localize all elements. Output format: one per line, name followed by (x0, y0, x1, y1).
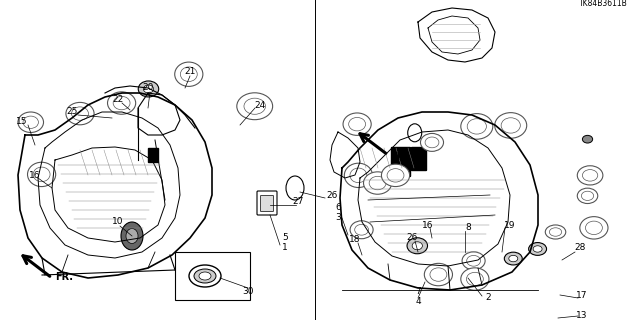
Ellipse shape (549, 228, 562, 236)
Bar (148, 148, 158, 162)
Ellipse shape (430, 268, 447, 281)
Ellipse shape (461, 268, 489, 290)
Ellipse shape (113, 96, 130, 110)
Text: 8: 8 (465, 223, 471, 233)
Ellipse shape (18, 112, 44, 132)
Ellipse shape (344, 163, 372, 188)
Ellipse shape (462, 252, 485, 270)
Ellipse shape (121, 222, 143, 250)
Ellipse shape (461, 114, 493, 139)
Text: 6: 6 (335, 204, 341, 212)
Text: 19: 19 (504, 220, 516, 229)
Ellipse shape (286, 176, 304, 200)
Ellipse shape (138, 81, 159, 97)
Ellipse shape (580, 217, 608, 239)
Ellipse shape (143, 85, 154, 93)
Text: 30: 30 (243, 287, 253, 297)
Ellipse shape (408, 124, 422, 142)
Text: 16: 16 (422, 220, 434, 229)
Ellipse shape (387, 169, 404, 182)
Ellipse shape (189, 265, 221, 287)
Bar (175, 252, 250, 300)
Ellipse shape (495, 113, 527, 138)
Ellipse shape (501, 118, 520, 133)
Ellipse shape (467, 255, 481, 266)
FancyBboxPatch shape (260, 196, 273, 212)
Ellipse shape (364, 172, 392, 194)
Ellipse shape (180, 67, 197, 82)
Ellipse shape (467, 272, 483, 286)
Text: 1: 1 (282, 244, 288, 252)
Text: 20: 20 (142, 84, 154, 92)
Ellipse shape (504, 252, 522, 265)
Text: 18: 18 (349, 236, 361, 244)
Ellipse shape (23, 116, 38, 128)
Ellipse shape (199, 272, 211, 280)
Text: FR.: FR. (390, 152, 408, 162)
Ellipse shape (412, 242, 422, 250)
Text: 25: 25 (67, 108, 77, 116)
Ellipse shape (581, 191, 594, 200)
Ellipse shape (533, 246, 542, 252)
Text: 24: 24 (254, 101, 266, 110)
FancyBboxPatch shape (412, 148, 426, 171)
Ellipse shape (424, 263, 452, 286)
Ellipse shape (28, 162, 56, 187)
Ellipse shape (244, 98, 266, 114)
Ellipse shape (420, 133, 444, 151)
Ellipse shape (355, 224, 369, 235)
Ellipse shape (126, 228, 138, 244)
Ellipse shape (237, 93, 273, 120)
Text: 5: 5 (282, 234, 288, 243)
Text: 4: 4 (415, 298, 421, 307)
Ellipse shape (33, 167, 50, 182)
Text: 15: 15 (16, 117, 28, 126)
Ellipse shape (577, 166, 603, 185)
Ellipse shape (72, 107, 88, 120)
Ellipse shape (545, 225, 566, 239)
Ellipse shape (586, 221, 602, 235)
Text: 21: 21 (184, 68, 196, 76)
Ellipse shape (577, 188, 598, 204)
Ellipse shape (350, 168, 367, 183)
Text: FR.: FR. (55, 272, 73, 282)
FancyBboxPatch shape (257, 191, 277, 215)
Ellipse shape (425, 137, 439, 148)
Text: 17: 17 (576, 291, 588, 300)
Text: 28: 28 (574, 244, 586, 252)
Ellipse shape (349, 117, 365, 131)
Ellipse shape (407, 238, 428, 254)
Ellipse shape (350, 221, 373, 239)
Text: 26: 26 (326, 191, 338, 201)
Ellipse shape (66, 102, 94, 125)
Ellipse shape (343, 113, 371, 135)
Text: 13: 13 (576, 310, 588, 319)
Text: 7: 7 (415, 287, 421, 297)
Ellipse shape (108, 92, 136, 114)
Ellipse shape (582, 135, 593, 143)
Ellipse shape (467, 119, 486, 134)
Ellipse shape (194, 269, 216, 283)
Ellipse shape (582, 170, 598, 181)
Text: 22: 22 (113, 95, 124, 105)
Ellipse shape (509, 255, 518, 262)
Text: 10: 10 (112, 218, 124, 227)
Text: TK84B3611B: TK84B3611B (579, 0, 628, 8)
Ellipse shape (529, 243, 547, 255)
Text: 2: 2 (485, 293, 491, 302)
Text: 16: 16 (29, 171, 41, 180)
Text: 3: 3 (335, 213, 341, 222)
FancyBboxPatch shape (392, 148, 410, 177)
Ellipse shape (381, 164, 410, 187)
Text: 26: 26 (406, 234, 418, 243)
Ellipse shape (369, 176, 386, 190)
Text: 27: 27 (292, 197, 304, 206)
Ellipse shape (175, 62, 203, 86)
